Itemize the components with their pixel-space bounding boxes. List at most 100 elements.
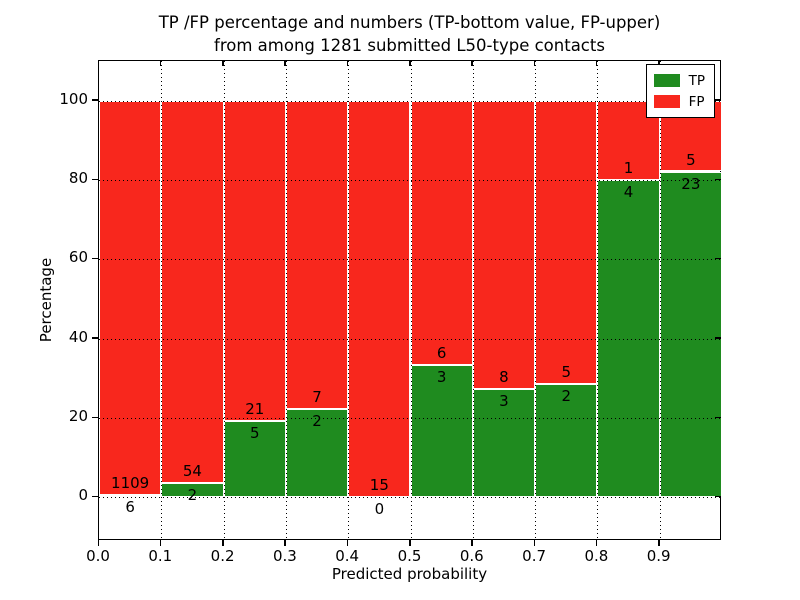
bar-segment-tp (223, 421, 286, 498)
y-tick-mark-left (92, 178, 98, 180)
grid-line-horizontal (99, 497, 720, 499)
grid-line-horizontal (99, 418, 720, 420)
bar-segment-fp (161, 100, 224, 484)
legend: TP FP (645, 64, 715, 118)
x-tick-label: 0.8 (584, 547, 609, 565)
x-tick-label: 0.9 (646, 547, 671, 565)
x-axis-label: Predicted probability (331, 565, 488, 583)
x-tick-mark-top (658, 60, 660, 66)
x-tick-label: 0.7 (522, 547, 547, 565)
x-tick-mark-top (346, 60, 349, 66)
x-tick-mark-top (595, 60, 598, 66)
x-tick-mark-bottom (533, 540, 536, 546)
x-tick-mark-bottom (658, 540, 660, 546)
bar-count-label-tp: 2 (561, 387, 572, 406)
x-tick-mark-top (159, 60, 162, 66)
y-tick-label: 80 (68, 169, 88, 187)
x-tick-mark-bottom (409, 540, 411, 546)
x-tick-mark-bottom (284, 540, 286, 546)
legend-swatch-fp (653, 95, 680, 108)
y-tick-label: 100 (59, 89, 88, 108)
grid-line-vertical (535, 61, 537, 539)
y-tick-mark-right (715, 495, 721, 498)
x-tick-mark-top (97, 60, 99, 66)
x-tick-mark-top (471, 60, 473, 66)
y-tick-label: 40 (68, 327, 88, 346)
legend-item-fp: FP (653, 91, 705, 112)
bar-count-label-tp: 3 (436, 368, 447, 387)
bar-segment-fp (285, 100, 349, 410)
x-tick-mark-top (533, 60, 536, 66)
bar-segment-tp (99, 495, 162, 498)
grid-line-vertical (472, 61, 474, 539)
grid-line-vertical (161, 61, 163, 539)
bar-segment-fp (223, 100, 286, 422)
grid-line-horizontal (99, 338, 720, 340)
x-tick-mark-bottom (595, 540, 598, 546)
grid-line-horizontal (99, 100, 720, 102)
bar-segment-tp (285, 409, 349, 498)
bar-segment-fp (348, 100, 411, 498)
bar-segment-fp (410, 100, 473, 366)
bar-count-label-fp: 5 (561, 363, 572, 382)
bar-count-label-fp: 7 (312, 388, 322, 407)
grid-line-vertical (410, 61, 412, 539)
bar-count-label-fp: 54 (182, 462, 202, 481)
y-tick-mark-right (715, 416, 721, 419)
x-tick-mark-bottom (346, 540, 349, 546)
legend-item-tp: TP (653, 70, 705, 91)
x-tick-mark-top (284, 60, 286, 66)
y-tick-mark-right (715, 337, 721, 339)
legend-label-tp: TP (688, 72, 705, 89)
x-tick-label: 0.2 (210, 547, 235, 565)
bar-segment-fp (535, 100, 598, 384)
y-tick-label: 20 (68, 407, 88, 426)
bar-count-label-fp: 21 (245, 400, 265, 419)
bar-count-label-tp: 2 (187, 486, 198, 505)
y-tick-label: 0 (78, 486, 88, 505)
bar-count-label-fp: 1109 (111, 474, 150, 493)
y-tick-mark-left (92, 99, 98, 101)
x-tick-label: 0.1 (148, 547, 173, 565)
x-tick-label: 0.0 (86, 547, 110, 565)
y-tick-mark-right (715, 178, 721, 180)
grid-line-vertical (285, 61, 287, 539)
x-tick-mark-bottom (222, 540, 224, 546)
bar-segment-tp (659, 171, 722, 498)
y-tick-mark-left (92, 495, 98, 498)
y-tick-mark-left (92, 337, 98, 339)
chart-title-line2: from among 1281 submitted L50-type conta… (214, 36, 605, 55)
x-tick-mark-top (409, 60, 411, 66)
y-tick-mark-left (92, 416, 98, 419)
bar-count-label-tp: 4 (623, 183, 634, 201)
legend-label-fp: FP (688, 93, 705, 110)
bar-count-label-fp: 5 (686, 150, 696, 169)
x-tick-label: 0.6 (459, 547, 484, 565)
x-tick-mark-bottom (159, 540, 162, 546)
x-tick-mark-bottom (97, 540, 99, 546)
grid-line-vertical (597, 61, 599, 539)
bar-count-label-tp: 3 (499, 392, 509, 411)
bar-count-label-tp: 2 (312, 412, 322, 431)
bar-count-label-tp: 23 (681, 174, 701, 193)
grid-line-vertical (348, 61, 350, 539)
bar-count-label-fp: 8 (499, 368, 509, 387)
legend-swatch-tp (653, 74, 680, 87)
bar-segment-fp (99, 100, 162, 496)
y-tick-label: 60 (68, 248, 88, 267)
y-tick-mark-right (715, 99, 721, 101)
grid-line-horizontal (99, 259, 720, 261)
x-tick-label: 0.4 (335, 547, 360, 565)
x-tick-label: 0.5 (397, 547, 422, 565)
plot-area: TP FP 1109 6 54 2 21 5 7 2 15 0 6 3 8 3 5 2 1 4 5 23 (98, 60, 722, 540)
chart-title: TP /FP percentage and numbers (TP-bottom… (98, 11, 721, 57)
bar-count-label-tp: 5 (249, 424, 260, 443)
y-tick-mark-left (92, 257, 98, 260)
x-tick-mark-top (222, 60, 224, 66)
bar-count-label-tp: 0 (374, 500, 385, 519)
bar-count-label-tp: 6 (125, 498, 135, 517)
chart-title-line1: TP /FP percentage and numbers (TP-bottom… (158, 13, 661, 32)
grid-line-vertical (659, 61, 661, 539)
y-tick-mark-right (715, 257, 721, 260)
